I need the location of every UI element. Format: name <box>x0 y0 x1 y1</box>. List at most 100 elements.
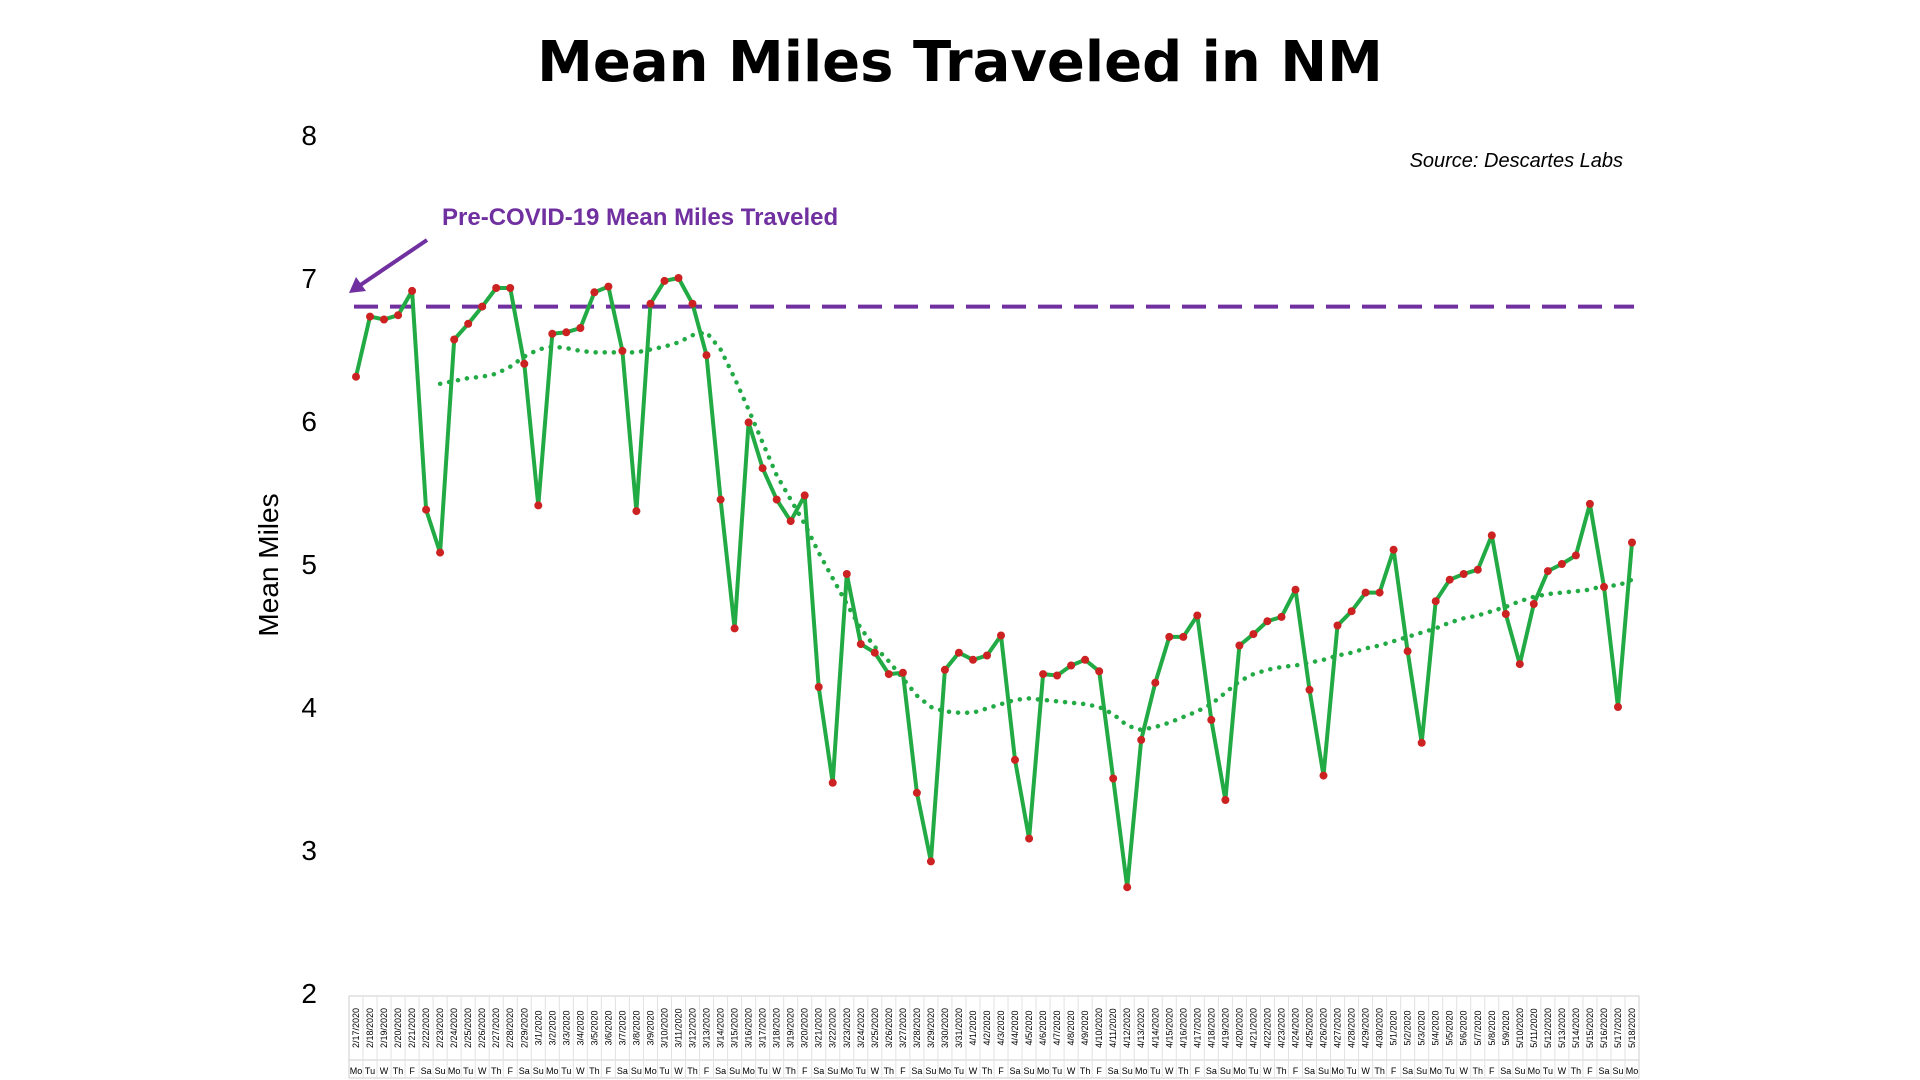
data-point <box>1628 538 1636 547</box>
data-point <box>702 351 711 360</box>
weekday-label: Tu <box>1150 1066 1160 1076</box>
x-tick-label: 5/11/2020 <box>1529 1008 1539 1047</box>
weekday-label: Mo <box>742 1066 755 1076</box>
data-point <box>1137 735 1146 744</box>
x-tick-label: 3/4/2020 <box>575 1010 585 1045</box>
x-tick-label: 4/17/2020 <box>1192 1008 1202 1048</box>
weekday-label: Mo <box>644 1066 657 1076</box>
x-tick-label: 4/1/2020 <box>968 1010 978 1045</box>
weekday-label: Tu <box>856 1066 866 1076</box>
weekday-label: W <box>1558 1066 1567 1076</box>
x-tick-label: 4/22/2020 <box>1262 1008 1272 1048</box>
data-point <box>548 329 557 338</box>
weekday-label: W <box>478 1066 487 1076</box>
weekday-label: Sa <box>1304 1066 1315 1076</box>
x-tick-label: 5/8/2020 <box>1487 1010 1497 1045</box>
x-tick-label: 5/4/2020 <box>1431 1010 1441 1045</box>
data-point <box>1600 582 1608 591</box>
data-point <box>492 284 501 292</box>
x-tick-label: 3/3/2020 <box>561 1010 571 1045</box>
data-point <box>1263 617 1272 626</box>
x-tick-label: 3/8/2020 <box>631 1010 641 1045</box>
data-point <box>408 286 417 295</box>
weekday-label: Th <box>884 1066 895 1076</box>
weekday-label: F <box>507 1066 513 1076</box>
y-tick-label: 3 <box>301 835 317 866</box>
x-tick-label: 4/21/2020 <box>1248 1008 1258 1048</box>
weekday-label: Sa <box>715 1066 726 1076</box>
x-tick-label: 2/18/2020 <box>365 1008 375 1048</box>
annotation-arrow-head <box>349 277 366 293</box>
x-tick-label: 2/27/2020 <box>491 1008 501 1048</box>
data-point <box>590 288 599 297</box>
data-point <box>1417 738 1426 747</box>
data-point <box>940 665 949 674</box>
data-point <box>898 668 907 677</box>
weekday-label: F <box>1096 1066 1102 1076</box>
weekday-label: Tu <box>758 1066 768 1076</box>
x-tick-label: 2/20/2020 <box>393 1008 403 1048</box>
data-point <box>912 788 921 797</box>
data-point <box>1459 570 1468 578</box>
weekday-label: F <box>1587 1066 1593 1076</box>
data-point <box>450 335 459 344</box>
weekday-label: Mo <box>1429 1066 1442 1076</box>
y-tick-label: 4 <box>301 692 317 723</box>
weekday-label: Sa <box>911 1066 922 1076</box>
weekday-label: Tu <box>659 1066 669 1076</box>
y-tick-label: 7 <box>301 263 317 294</box>
annotation-arrow <box>349 238 429 293</box>
trend-line <box>437 329 1635 733</box>
y-tick-label: 8 <box>301 120 317 151</box>
weekday-label: W <box>772 1066 781 1076</box>
data-point <box>688 299 697 308</box>
data-point <box>1375 588 1384 597</box>
data-point <box>1179 632 1188 641</box>
x-tick-label: 2/17/2020 <box>351 1008 361 1048</box>
data-point <box>870 648 879 657</box>
x-tick-label: 4/16/2020 <box>1178 1008 1188 1048</box>
data-point <box>1123 883 1132 892</box>
x-tick-label: 5/3/2020 <box>1417 1010 1427 1045</box>
weekday-label: Th <box>982 1066 993 1076</box>
data-point <box>1039 670 1048 679</box>
data-point <box>632 507 641 516</box>
y-tick-label: 2 <box>301 978 317 1009</box>
x-tick-label: 4/14/2020 <box>1150 1008 1160 1048</box>
weekday-label: Su <box>1318 1066 1329 1076</box>
weekday-label: Mo <box>1135 1066 1148 1076</box>
weekday-label: Su <box>1122 1066 1133 1076</box>
weekday-label: Mo <box>841 1066 854 1076</box>
y-axis: 2 3 4 5 6 7 8 <box>301 120 317 1009</box>
data-point <box>716 495 725 504</box>
weekday-label: Mo <box>1626 1066 1639 1076</box>
data-point <box>926 857 935 866</box>
data-point <box>954 648 963 657</box>
data-point <box>983 651 991 660</box>
data-point <box>1053 671 1062 680</box>
data-point <box>1529 600 1538 608</box>
data-point <box>1109 774 1118 783</box>
data-point <box>1095 667 1104 676</box>
data-point <box>1571 551 1580 560</box>
data-point <box>997 631 1005 640</box>
x-tick-label: 4/15/2020 <box>1164 1008 1174 1048</box>
x-tick-label: 2/25/2020 <box>463 1008 473 1048</box>
x-tick-label: 3/7/2020 <box>617 1010 627 1045</box>
data-point <box>1445 575 1454 584</box>
x-tick-label: 5/9/2020 <box>1501 1010 1511 1045</box>
x-tick-label: 4/9/2020 <box>1080 1010 1090 1045</box>
weekday-label: F <box>900 1066 906 1076</box>
weekday-label: Su <box>827 1066 838 1076</box>
x-tick-label: 4/8/2020 <box>1066 1010 1076 1045</box>
x-tick-label: 3/21/2020 <box>814 1008 824 1048</box>
x-tick-label: 5/16/2020 <box>1599 1008 1609 1048</box>
x-tick-label: 2/29/2020 <box>519 1008 529 1048</box>
x-tick-label: 3/26/2020 <box>884 1008 894 1048</box>
weekday-label: Su <box>1612 1066 1623 1076</box>
weekday-label: Sa <box>1206 1066 1217 1076</box>
data-point <box>352 372 360 381</box>
x-tick-label: 3/14/2020 <box>716 1008 726 1048</box>
x-tick-label: 3/29/2020 <box>926 1008 936 1048</box>
x-tick-label: 3/9/2020 <box>645 1010 655 1045</box>
